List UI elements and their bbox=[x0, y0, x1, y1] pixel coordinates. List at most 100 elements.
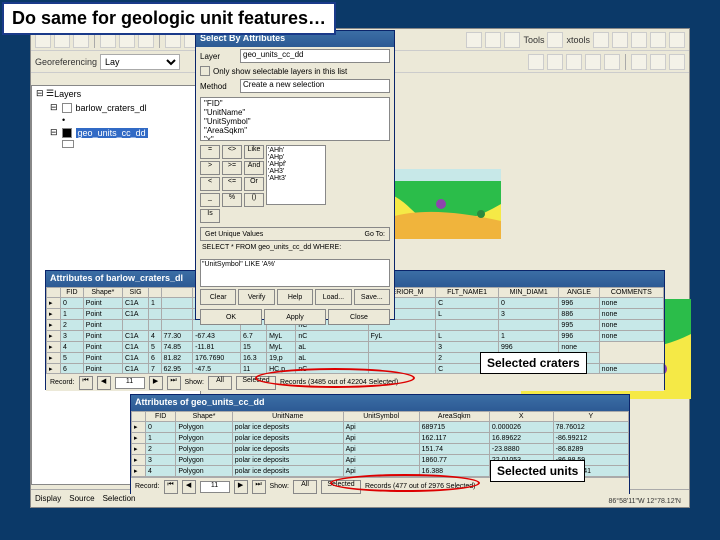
column-header[interactable]: Shape* bbox=[83, 288, 122, 298]
tab-selection[interactable]: Selection bbox=[103, 494, 136, 503]
op-eq[interactable]: = bbox=[200, 145, 220, 159]
column-header[interactable]: FLT_NAME1 bbox=[436, 288, 499, 298]
toc-root[interactable]: ⊟ ☰ Layers bbox=[32, 86, 200, 101]
verify-button[interactable]: Verify bbox=[238, 289, 274, 305]
toolbar-icon[interactable] bbox=[566, 54, 582, 70]
save-button[interactable]: Save... bbox=[354, 289, 390, 305]
toolbar-icon[interactable] bbox=[650, 32, 666, 48]
toc-layer-item[interactable]: ⊟ geo_units_cc_dd bbox=[32, 126, 200, 139]
layer-checkbox[interactable] bbox=[62, 128, 72, 138]
tab-display[interactable]: Display bbox=[35, 494, 61, 503]
table-row[interactable]: ▸1Polygonpolar ice depositsApi162.11716.… bbox=[132, 433, 629, 444]
op-ne[interactable]: <> bbox=[222, 145, 242, 159]
operator-buttons: = > < _ Is <> >= <= % Like And Or () 'AH… bbox=[196, 143, 394, 225]
column-header[interactable]: UnitSymbol bbox=[343, 412, 419, 422]
record-number[interactable]: 11 bbox=[200, 481, 230, 493]
op-us[interactable]: _ bbox=[200, 193, 220, 207]
xtools-label: xtools bbox=[566, 35, 590, 45]
toc-symbol: • bbox=[32, 114, 200, 126]
toolbar-icon[interactable] bbox=[485, 32, 501, 48]
toolbar-icon[interactable] bbox=[504, 32, 520, 48]
toolbar-icon[interactable] bbox=[528, 54, 544, 70]
expression-textarea[interactable]: "UnitSymbol" LIKE 'A%' bbox=[200, 259, 390, 287]
column-header[interactable]: ANGLE bbox=[559, 288, 599, 298]
op-like[interactable]: Like bbox=[244, 145, 264, 159]
toolbar-icon[interactable] bbox=[593, 32, 609, 48]
column-header[interactable]: FID bbox=[61, 288, 84, 298]
show-all-button[interactable]: All bbox=[208, 376, 232, 390]
toolbar-icon[interactable] bbox=[631, 32, 647, 48]
method-dropdown[interactable]: Create a new selection bbox=[240, 79, 390, 93]
layer-checkbox[interactable] bbox=[62, 103, 72, 113]
instruction-callout: Do same for geologic unit features… bbox=[2, 2, 336, 35]
georef-label[interactable]: Georeferencing bbox=[35, 57, 97, 67]
table-row[interactable]: ▸0Polygonpolar ice depositsApi6897150.00… bbox=[132, 422, 629, 433]
nav-last-icon[interactable]: ⏭ bbox=[167, 376, 181, 390]
goto-label: Go To: bbox=[365, 231, 386, 238]
column-header[interactable]: Y bbox=[553, 412, 628, 422]
toolbar-icon[interactable] bbox=[604, 54, 620, 70]
column-header[interactable] bbox=[161, 288, 193, 298]
toolbar-icon[interactable] bbox=[669, 32, 685, 48]
nav-first-icon[interactable]: ⏮ bbox=[164, 480, 178, 494]
layer-dropdown[interactable]: geo_units_cc_dd bbox=[240, 49, 390, 63]
nav-next-icon[interactable]: ▶ bbox=[234, 480, 248, 494]
column-header[interactable]: SIG bbox=[122, 288, 148, 298]
column-header[interactable]: UnitName bbox=[232, 412, 343, 422]
nav-first-icon[interactable]: ⏮ bbox=[79, 376, 93, 390]
toolbar-icon[interactable] bbox=[547, 32, 563, 48]
tools-label: Tools bbox=[523, 35, 544, 45]
column-header[interactable]: MIN_DIAM1 bbox=[499, 288, 559, 298]
select-by-attributes-dialog: Select By Attributes Layer geo_units_cc_… bbox=[195, 30, 395, 320]
toolbar-icon[interactable] bbox=[650, 54, 666, 70]
toolbar-icon[interactable] bbox=[466, 32, 482, 48]
ok-button[interactable]: OK bbox=[200, 309, 262, 325]
op-and[interactable]: And bbox=[244, 161, 264, 175]
nav-next-icon[interactable]: ▶ bbox=[149, 376, 163, 390]
table-row[interactable]: ▸4PointC1A574.85-11.8115MyLaL3996none bbox=[47, 342, 664, 353]
toolbar-icon[interactable] bbox=[612, 32, 628, 48]
craters-callout: Selected craters bbox=[480, 352, 587, 374]
help-button[interactable]: Help bbox=[277, 289, 313, 305]
values-list[interactable]: 'AHh' 'AHp' 'AHpf' 'AH3' 'AHt3' bbox=[266, 145, 326, 205]
toolbar-icon[interactable] bbox=[669, 54, 685, 70]
layer-label: barlow_craters_dl bbox=[76, 103, 147, 113]
column-header[interactable]: AreaSqkm bbox=[419, 412, 489, 422]
nav-last-icon[interactable]: ⏭ bbox=[252, 480, 266, 494]
layer-select[interactable]: Lay bbox=[100, 54, 180, 70]
record-number[interactable]: 11 bbox=[115, 377, 145, 389]
toc-layer-item[interactable]: ⊟ barlow_craters_dl bbox=[32, 101, 200, 114]
unique-values-row: Get Unique Values Go To: bbox=[200, 227, 390, 241]
op-le[interactable]: <= bbox=[222, 177, 242, 191]
close-button[interactable]: Close bbox=[328, 309, 390, 325]
fields-list[interactable]: "FID" "UnitName" "UnitSymbol" "AreaSqkm"… bbox=[200, 97, 390, 141]
units-callout: Selected units bbox=[490, 460, 585, 482]
nav-prev-icon[interactable]: ◀ bbox=[97, 376, 111, 390]
op-ge[interactable]: >= bbox=[222, 161, 242, 175]
op-or[interactable]: Or bbox=[244, 177, 264, 191]
op-pc[interactable]: % bbox=[222, 193, 242, 207]
op-lt[interactable]: < bbox=[200, 177, 220, 191]
clear-button[interactable]: Clear bbox=[200, 289, 236, 305]
toolbar-icon[interactable] bbox=[631, 54, 647, 70]
op-is[interactable]: Is bbox=[200, 209, 220, 223]
column-header[interactable]: COMMENTS bbox=[599, 288, 663, 298]
get-unique-button[interactable]: Get Unique Values bbox=[205, 231, 263, 238]
load-button[interactable]: Load... bbox=[315, 289, 351, 305]
column-header[interactable]: FID bbox=[146, 412, 176, 422]
toolbar-icon[interactable] bbox=[585, 54, 601, 70]
show-all-button[interactable]: All bbox=[293, 480, 317, 494]
column-header[interactable]: X bbox=[489, 412, 553, 422]
nav-prev-icon[interactable]: ◀ bbox=[182, 480, 196, 494]
layer-label: geo_units_cc_dd bbox=[76, 128, 148, 138]
toolbar-icon[interactable] bbox=[547, 54, 563, 70]
op-gt[interactable]: > bbox=[200, 161, 220, 175]
column-header[interactable] bbox=[149, 288, 161, 298]
apply-button[interactable]: Apply bbox=[264, 309, 326, 325]
table-row[interactable]: ▸3PointC1A477.30-67.436.7MyLnCFyLL1996no… bbox=[47, 331, 664, 342]
table-row[interactable]: ▸2Polygonpolar ice depositsApi151.74-23.… bbox=[132, 444, 629, 455]
op-paren[interactable]: () bbox=[244, 193, 264, 207]
tab-source[interactable]: Source bbox=[69, 494, 94, 503]
column-header[interactable]: Shape* bbox=[176, 412, 232, 422]
only-selectable-checkbox[interactable]: Only show selectable layers in this list bbox=[196, 65, 394, 77]
